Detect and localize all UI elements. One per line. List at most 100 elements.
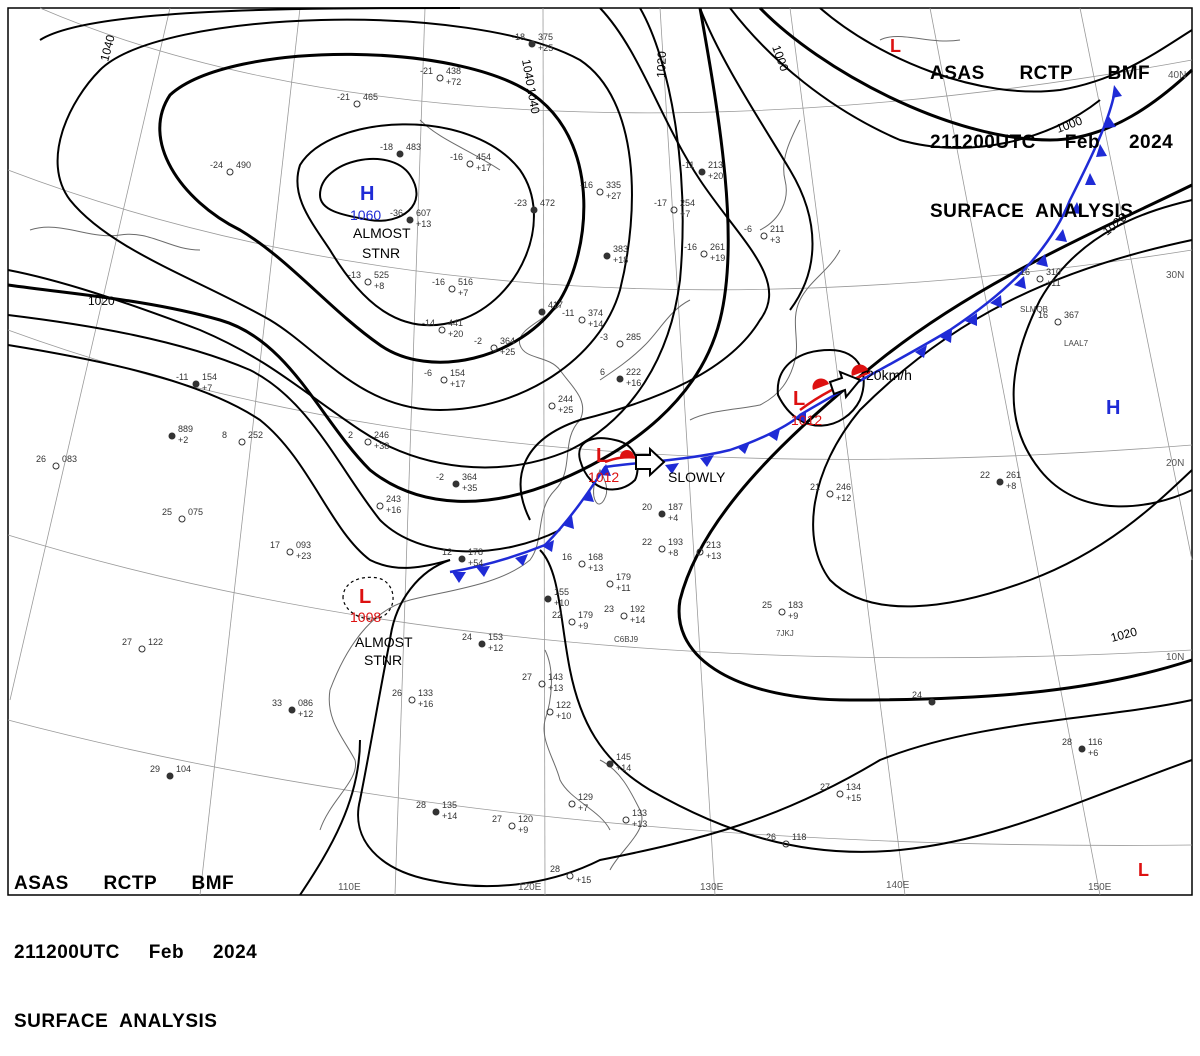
- station-temperature: 17: [270, 540, 280, 550]
- stationary-note: STNR: [364, 652, 402, 668]
- station-plot: -2 364+25: [474, 336, 515, 357]
- station-temperature: 26: [36, 454, 46, 464]
- isobar: [1012, 199, 1193, 508]
- station-tendency: +11: [1046, 278, 1061, 288]
- station-pressure: 607: [416, 208, 431, 218]
- station-pressure: 116: [1088, 737, 1102, 747]
- station-temperature: -18: [380, 142, 393, 152]
- isobar: [699, 7, 814, 311]
- isobar: [7, 7, 684, 469]
- station-circle: [700, 250, 708, 258]
- station-tendency: +16: [626, 378, 641, 388]
- station-pressure: 222: [626, 367, 641, 377]
- isobar-label: 1040: [97, 33, 118, 63]
- coastline: [593, 468, 608, 505]
- station-circle: [448, 285, 456, 293]
- ship-id: 7JKJ: [776, 629, 794, 638]
- station-plot: -11 374+14: [562, 308, 603, 329]
- meridian-line: [9, 7, 171, 701]
- station-circle: [546, 708, 554, 716]
- header-source: ASAS RCTP BMF: [930, 63, 1151, 84]
- station-circle: [226, 168, 234, 176]
- station-temperature: 27: [820, 782, 830, 792]
- station-temperature: -21: [337, 92, 350, 102]
- station-circle: [353, 100, 361, 108]
- station-circle: [568, 618, 576, 626]
- station-tendency: +14: [630, 615, 645, 625]
- station-plot: 24: [912, 690, 936, 706]
- graticule-labels: 110E 120E 130E 140E 150E 40N 30N 20N 10N: [338, 70, 1186, 893]
- station-tendency: +12: [298, 709, 313, 719]
- meridian-line: [394, 7, 426, 896]
- station-circle: [760, 232, 768, 240]
- station-tendency: +8: [1006, 481, 1016, 491]
- station-plot: -16 335+27: [580, 180, 621, 201]
- station-pressure: 075: [188, 507, 203, 517]
- station-temperature: -14: [422, 318, 435, 328]
- station-pressure: 516: [458, 277, 473, 287]
- footer-source: ASAS RCTP BMF: [14, 873, 235, 894]
- station-plot: 179+11: [606, 572, 631, 593]
- meridian-line: [659, 7, 716, 896]
- station-plot: 28 116+6: [1062, 737, 1102, 758]
- graticule: [7, 7, 1193, 896]
- station-pressure: 465: [363, 92, 378, 102]
- station-plot: 27 134+15: [820, 782, 861, 803]
- station-tendency: +13: [632, 819, 647, 829]
- station-circle: [658, 545, 666, 553]
- station-tendency: +13: [706, 551, 721, 561]
- station-temperature: 16: [562, 552, 572, 562]
- station-temperature: 22: [642, 537, 652, 547]
- station-tendency: +17: [450, 379, 465, 389]
- station-pressure: 483: [406, 142, 421, 152]
- station-tendency: +23: [296, 551, 311, 561]
- station-plot: 889+2: [168, 424, 193, 445]
- station-tendency: +25: [500, 347, 515, 357]
- isobar: [812, 239, 1193, 608]
- station-circle: [578, 560, 586, 568]
- motion-arrows: [635, 370, 862, 478]
- station-plot: -11 154+7: [176, 372, 217, 393]
- station-pressure: 472: [540, 198, 555, 208]
- station-pressure: 179: [616, 572, 631, 582]
- station-circle: [996, 478, 1004, 486]
- station-temperature: -2: [474, 336, 482, 346]
- station-plot: 21 246+12: [810, 482, 851, 503]
- parallel-line: [39, 7, 1193, 114]
- station-tendency: +54: [468, 558, 483, 568]
- station-plot: 25 075: [162, 507, 203, 523]
- station-tendency: +15: [576, 875, 591, 885]
- station-pressure: 310: [1046, 267, 1061, 277]
- low-pressure-value: 1012: [791, 412, 822, 428]
- station-pressure: 118: [792, 832, 806, 842]
- isobar: [7, 314, 561, 553]
- isobar: [519, 7, 771, 521]
- station-temperature: 24: [462, 632, 472, 642]
- station-plot: 213+13: [696, 540, 721, 561]
- warm-front-bump: [620, 450, 634, 457]
- station-plot: -21 438+72: [420, 66, 461, 87]
- station-temperature: 16: [1038, 310, 1048, 320]
- station-circle: [616, 340, 624, 348]
- station-circle: [538, 308, 546, 316]
- station-temperature: 16: [1020, 267, 1030, 277]
- isobar: [357, 559, 1193, 888]
- meridian-line: [789, 7, 906, 896]
- station-circle: [286, 548, 294, 556]
- station-circle: [466, 160, 474, 168]
- low-symbol: L: [1138, 860, 1149, 880]
- station-circle: [616, 375, 624, 383]
- latitude-label: 10N: [1166, 652, 1184, 663]
- station-temperature: 20: [642, 502, 652, 512]
- station-tendency: +9: [518, 825, 528, 835]
- latitude-label: 30N: [1166, 270, 1184, 281]
- station-plot: 27 122: [122, 637, 163, 653]
- station-tendency: +72: [446, 77, 461, 87]
- isobar: [819, 7, 1193, 93]
- station-pressure: 154: [202, 372, 217, 382]
- station-tendency: +16: [418, 699, 433, 709]
- coastline: [543, 649, 611, 831]
- station-temperature: 25: [162, 507, 172, 517]
- station-tendency: +7: [680, 209, 690, 219]
- station-plot: 24 153+12: [462, 632, 503, 653]
